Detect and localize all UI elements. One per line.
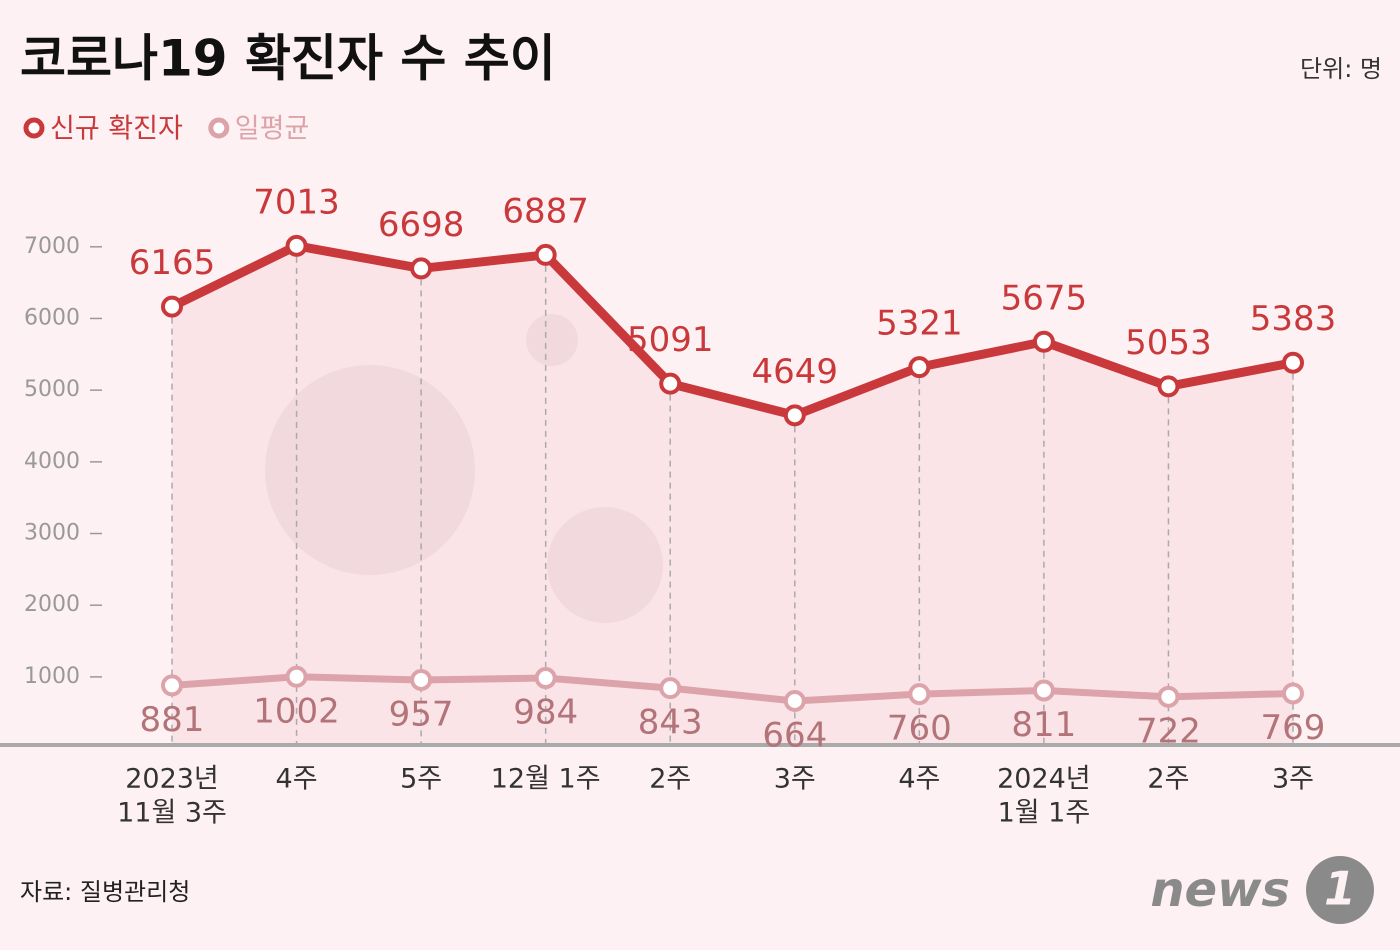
point (410, 668, 433, 691)
point (161, 674, 183, 697)
area (172, 245, 1293, 745)
x-tick-label: 4주 (898, 764, 940, 795)
y-tick-label: 2000 (24, 592, 80, 617)
y-tick-label: 5000 (24, 377, 80, 402)
value-label: 769 (1261, 708, 1326, 748)
value-label: 6165 (129, 243, 216, 283)
x-tick-label: 5주 (400, 764, 442, 795)
point (285, 234, 308, 257)
y-tick-label: 4000 (24, 449, 80, 474)
x-tick-label: 3주 (1272, 764, 1314, 795)
point (410, 257, 433, 280)
value-label: 7013 (253, 182, 340, 222)
value-label: 1002 (253, 691, 340, 731)
point (908, 683, 931, 706)
point (1032, 330, 1055, 353)
x-tick-label: 2023년 (125, 764, 219, 795)
value-label: 6698 (378, 205, 465, 245)
legend-marker (23, 117, 45, 139)
x-tick-label: 3주 (774, 764, 816, 795)
source: 자료: 질병관리청 (20, 878, 190, 906)
point (534, 667, 557, 690)
point (783, 689, 806, 712)
x-tick-label: 4주 (276, 764, 318, 795)
unit: 단위: 명 (1300, 55, 1382, 83)
point (659, 677, 682, 700)
y-tick-label: 3000 (24, 521, 80, 546)
value-label: 5321 (876, 304, 963, 344)
legend-marker (208, 117, 230, 139)
value-label: 957 (389, 694, 454, 734)
point (1282, 351, 1304, 374)
point (783, 404, 806, 427)
legend-label: 일평균 (235, 114, 310, 145)
value-label: 843 (638, 703, 703, 743)
point (659, 372, 682, 395)
value-label: 5675 (1001, 278, 1088, 318)
value-label: 5383 (1250, 299, 1337, 339)
x-tick-label: 12월 1주 (491, 764, 601, 795)
x-tick-label: 2주 (649, 764, 691, 795)
value-label: 664 (762, 715, 827, 755)
legend-label: 신규 확진자 (50, 114, 183, 145)
x-tick-label: 2주 (1147, 764, 1189, 795)
series-line (171, 673, 1294, 705)
value-label: 881 (140, 700, 205, 740)
x-tick-label: 11월 3주 (117, 798, 227, 829)
value-label: 4649 (752, 352, 839, 392)
logo: news (1150, 862, 1290, 918)
logo-mark: 1 (1324, 862, 1356, 916)
virus-decoration (265, 314, 663, 623)
y-tick-label: 1000 (24, 664, 80, 689)
point (1157, 375, 1180, 398)
point (534, 243, 557, 266)
value-label: 811 (1011, 705, 1076, 745)
series-line (170, 241, 1294, 420)
value-label: 5091 (627, 320, 714, 360)
chart-title: 코로나19 확진자 수 추이 (20, 30, 556, 88)
point (1282, 682, 1304, 705)
value-label: 5053 (1125, 323, 1212, 363)
y-tick-label: 7000 (24, 234, 80, 259)
x-tick-label: 2024년 (997, 764, 1091, 795)
value-label: 6887 (502, 191, 589, 231)
value-label: 984 (513, 693, 578, 733)
point (161, 295, 183, 318)
value-label: 760 (887, 709, 952, 749)
y-tick-label: 6000 (24, 305, 80, 330)
value-label: 722 (1136, 711, 1201, 751)
point (1157, 685, 1180, 708)
point (908, 356, 931, 379)
point (1032, 679, 1055, 702)
point (285, 665, 308, 688)
logo-badge (1306, 856, 1374, 924)
x-tick-label: 1월 1주 (998, 798, 1091, 829)
plot: 신규 확진자 일평균 1000 2000 3000 4000 5000 6000 7000 616… (0, 114, 1400, 829)
